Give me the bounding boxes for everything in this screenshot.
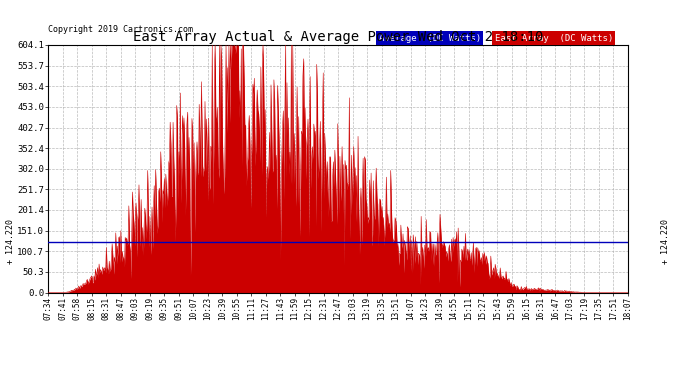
Title: East Array Actual & Average Power Wed Oct 2 18:10: East Array Actual & Average Power Wed Oc… <box>133 30 543 44</box>
Text: Average  (DC Watts): Average (DC Watts) <box>379 33 481 42</box>
Text: Copyright 2019 Cartronics.com: Copyright 2019 Cartronics.com <box>48 25 193 34</box>
Text: + 124.220: + 124.220 <box>661 219 670 264</box>
Text: + 124.220: + 124.220 <box>6 219 15 264</box>
Text: East Array  (DC Watts): East Array (DC Watts) <box>495 33 613 42</box>
